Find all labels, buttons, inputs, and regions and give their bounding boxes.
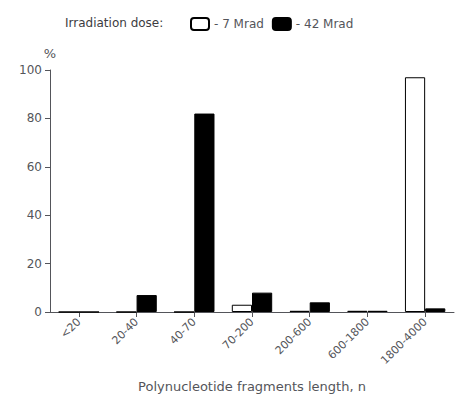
svg-text:200-600: 200-600 (273, 315, 315, 357)
svg-text:70-200: 70-200 (220, 315, 257, 352)
svg-text:100: 100 (19, 63, 42, 77)
svg-text:20-40: 20-40 (109, 315, 141, 347)
svg-text:- 7 Mrad: - 7 Mrad (214, 17, 264, 31)
svg-text:1800-4000: 1800-4000 (378, 315, 430, 367)
svg-text:- 42 Mrad: - 42 Mrad (296, 17, 354, 31)
svg-text:Polynucleotide fragments lengt: Polynucleotide fragments length, n (138, 379, 366, 394)
svg-text:%: % (44, 46, 56, 61)
svg-text:Irradiation dose:: Irradiation dose: (65, 16, 163, 30)
svg-text:60: 60 (27, 160, 42, 174)
svg-text:0: 0 (34, 305, 42, 319)
svg-text:40: 40 (27, 208, 42, 222)
svg-text:20: 20 (27, 257, 42, 271)
svg-text:<20: <20 (58, 315, 84, 341)
svg-text:80: 80 (27, 111, 42, 125)
svg-text:40-70: 40-70 (167, 315, 199, 347)
svg-text:600-1800: 600-1800 (325, 315, 372, 362)
